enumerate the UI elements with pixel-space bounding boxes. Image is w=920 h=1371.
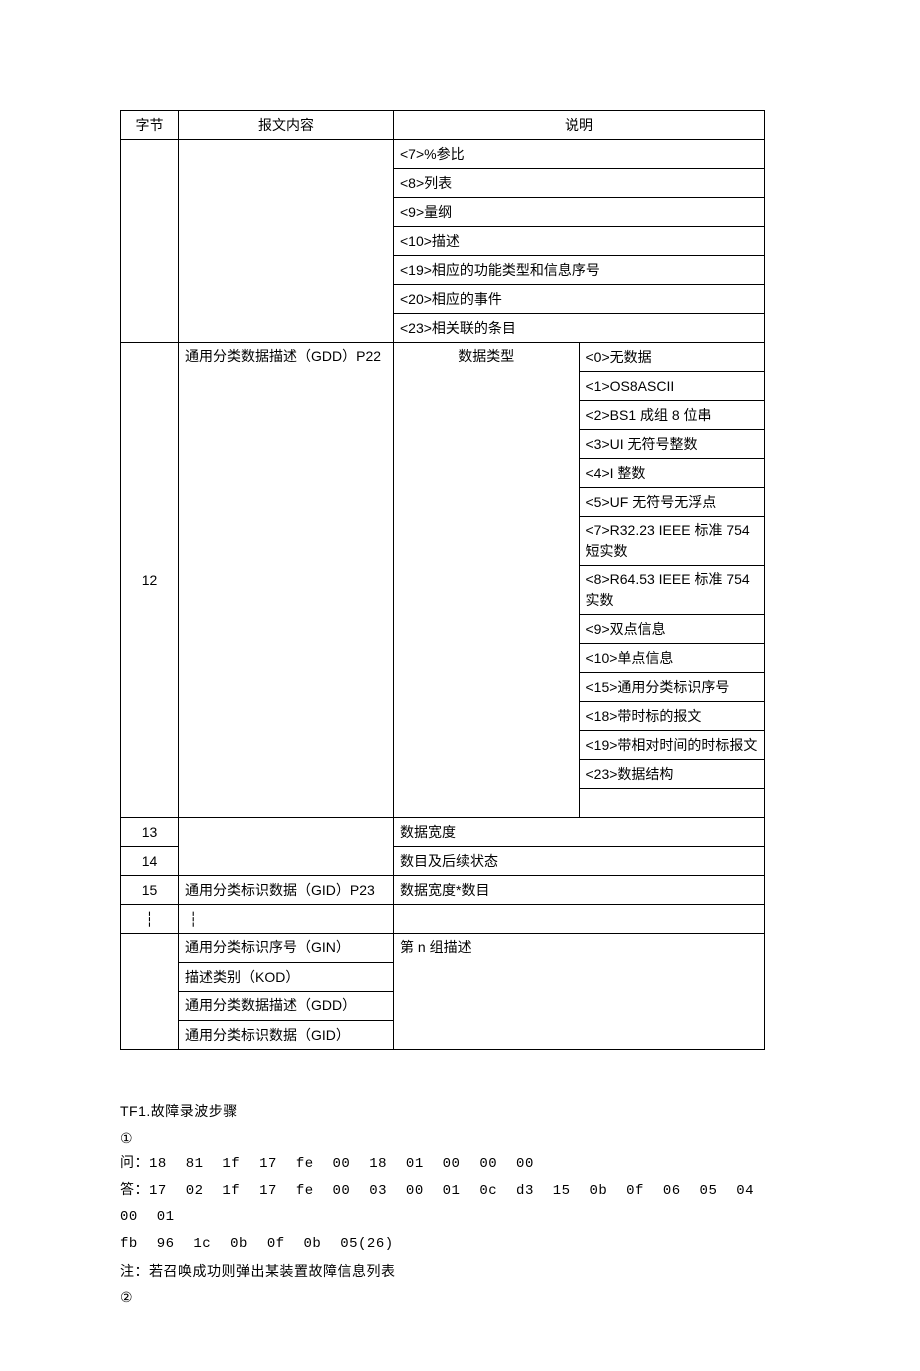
step2: ②: [120, 1284, 765, 1311]
answer-line1: 答：17 02 1f 17 fe 00 03 00 01 0c d3 15 0b…: [120, 1178, 765, 1231]
table-row: 12 通用分类数据描述（GDD）P22 数据类型 <0>无数据: [121, 343, 765, 372]
a-hex1: 17 02 1f 17 fe 00 03 00 01 0c d3 15 0b 0…: [120, 1183, 754, 1226]
table-row-dots: ┆ ┆: [121, 905, 765, 934]
dt-cell-empty: [579, 789, 765, 818]
header-content: 报文内容: [179, 111, 394, 140]
byte-empty-tail: [121, 934, 179, 1050]
dt-cell: <9>双点信息: [579, 615, 765, 644]
desc-dots: [394, 905, 765, 934]
gdd-content: 通用分类数据描述（GDD）P22: [179, 343, 394, 818]
header-byte: 字节: [121, 111, 179, 140]
dt-cell: <10>单点信息: [579, 644, 765, 673]
header-desc: 说明: [394, 111, 765, 140]
desc-cell: <8>列表: [394, 169, 765, 198]
table-row: <7>%参比: [121, 140, 765, 169]
body-text: TF1.故障录波步骤 ① 问：18 81 1f 17 fe 00 18 01 0…: [120, 1098, 765, 1311]
dt-cell: <15>通用分类标识序号: [579, 673, 765, 702]
desc-cell: <19>相应的功能类型和信息序号: [394, 256, 765, 285]
protocol-table: 字节 报文内容 说明 <7>%参比 <8>列表 <9>量纲 <10>描述 <19…: [120, 110, 765, 1050]
tf1-title: TF1.故障录波步骤: [120, 1098, 765, 1125]
q-label: 问：: [120, 1156, 149, 1172]
dt-cell: <8>R64.53 IEEE 标准 754 实数: [579, 566, 765, 615]
dt-cell: <18>带时标的报文: [579, 702, 765, 731]
content-empty: [179, 818, 394, 876]
kod-content: 描述类别（KOD）: [179, 963, 394, 992]
table-header-row: 字节 报文内容 说明: [121, 111, 765, 140]
dt-cell: <4>I 整数: [579, 459, 765, 488]
desc-cell: <10>描述: [394, 227, 765, 256]
question-line: 问：18 81 1f 17 fe 00 18 01 00 00 00: [120, 1151, 765, 1178]
desc-13: 数据宽度: [394, 818, 765, 847]
byte-cell-empty: [121, 140, 179, 343]
byte-14: 14: [121, 847, 179, 876]
datatype-label: 数据类型: [394, 343, 580, 818]
byte-dots: ┆: [121, 905, 179, 934]
dt-cell: <19>带相对时间的时标报文: [579, 731, 765, 760]
gid2-content: 通用分类标识数据（GID）: [179, 1021, 394, 1050]
content-dots: ┆: [179, 905, 394, 934]
answer-line2: fb 96 1c 0b 0f 0b 05(26): [120, 1231, 765, 1258]
gin-content: 通用分类标识序号（GIN）: [179, 934, 394, 963]
desc-cell: <9>量纲: [394, 198, 765, 227]
note-line: 注：若召唤成功则弹出某装置故障信息列表: [120, 1258, 765, 1285]
table-row: 13 数据宽度: [121, 818, 765, 847]
content-15: 通用分类标识数据（GID）P23: [179, 876, 394, 905]
desc-14: 数目及后续状态: [394, 847, 765, 876]
desc-cell: <23>相关联的条目: [394, 314, 765, 343]
byte-13: 13: [121, 818, 179, 847]
dt-cell: <23>数据结构: [579, 760, 765, 789]
dt-cell: <1>OS8ASCII: [579, 372, 765, 401]
byte-15: 15: [121, 876, 179, 905]
dt-cell: <7>R32.23 IEEE 标准 754 短实数: [579, 517, 765, 566]
gdd2-content: 通用分类数据描述（GDD）: [179, 992, 394, 1021]
dt-cell: <5>UF 无符号无浮点: [579, 488, 765, 517]
table-row: 15 通用分类标识数据（GID）P23 数据宽度*数目: [121, 876, 765, 905]
dt-cell: <2>BS1 成组 8 位串: [579, 401, 765, 430]
q-hex: 18 81 1f 17 fe 00 18 01 00 00 00: [149, 1156, 534, 1172]
a-label: 答：: [120, 1183, 149, 1199]
gin-desc: 第 n 组描述: [394, 934, 765, 1050]
desc-15: 数据宽度*数目: [394, 876, 765, 905]
content-cell-empty: [179, 140, 394, 343]
step1: ①: [120, 1125, 765, 1152]
byte-12: 12: [121, 343, 179, 818]
desc-cell: <20>相应的事件: [394, 285, 765, 314]
desc-cell: <7>%参比: [394, 140, 765, 169]
dt-cell: <3>UI 无符号整数: [579, 430, 765, 459]
dt-cell: <0>无数据: [579, 343, 765, 372]
